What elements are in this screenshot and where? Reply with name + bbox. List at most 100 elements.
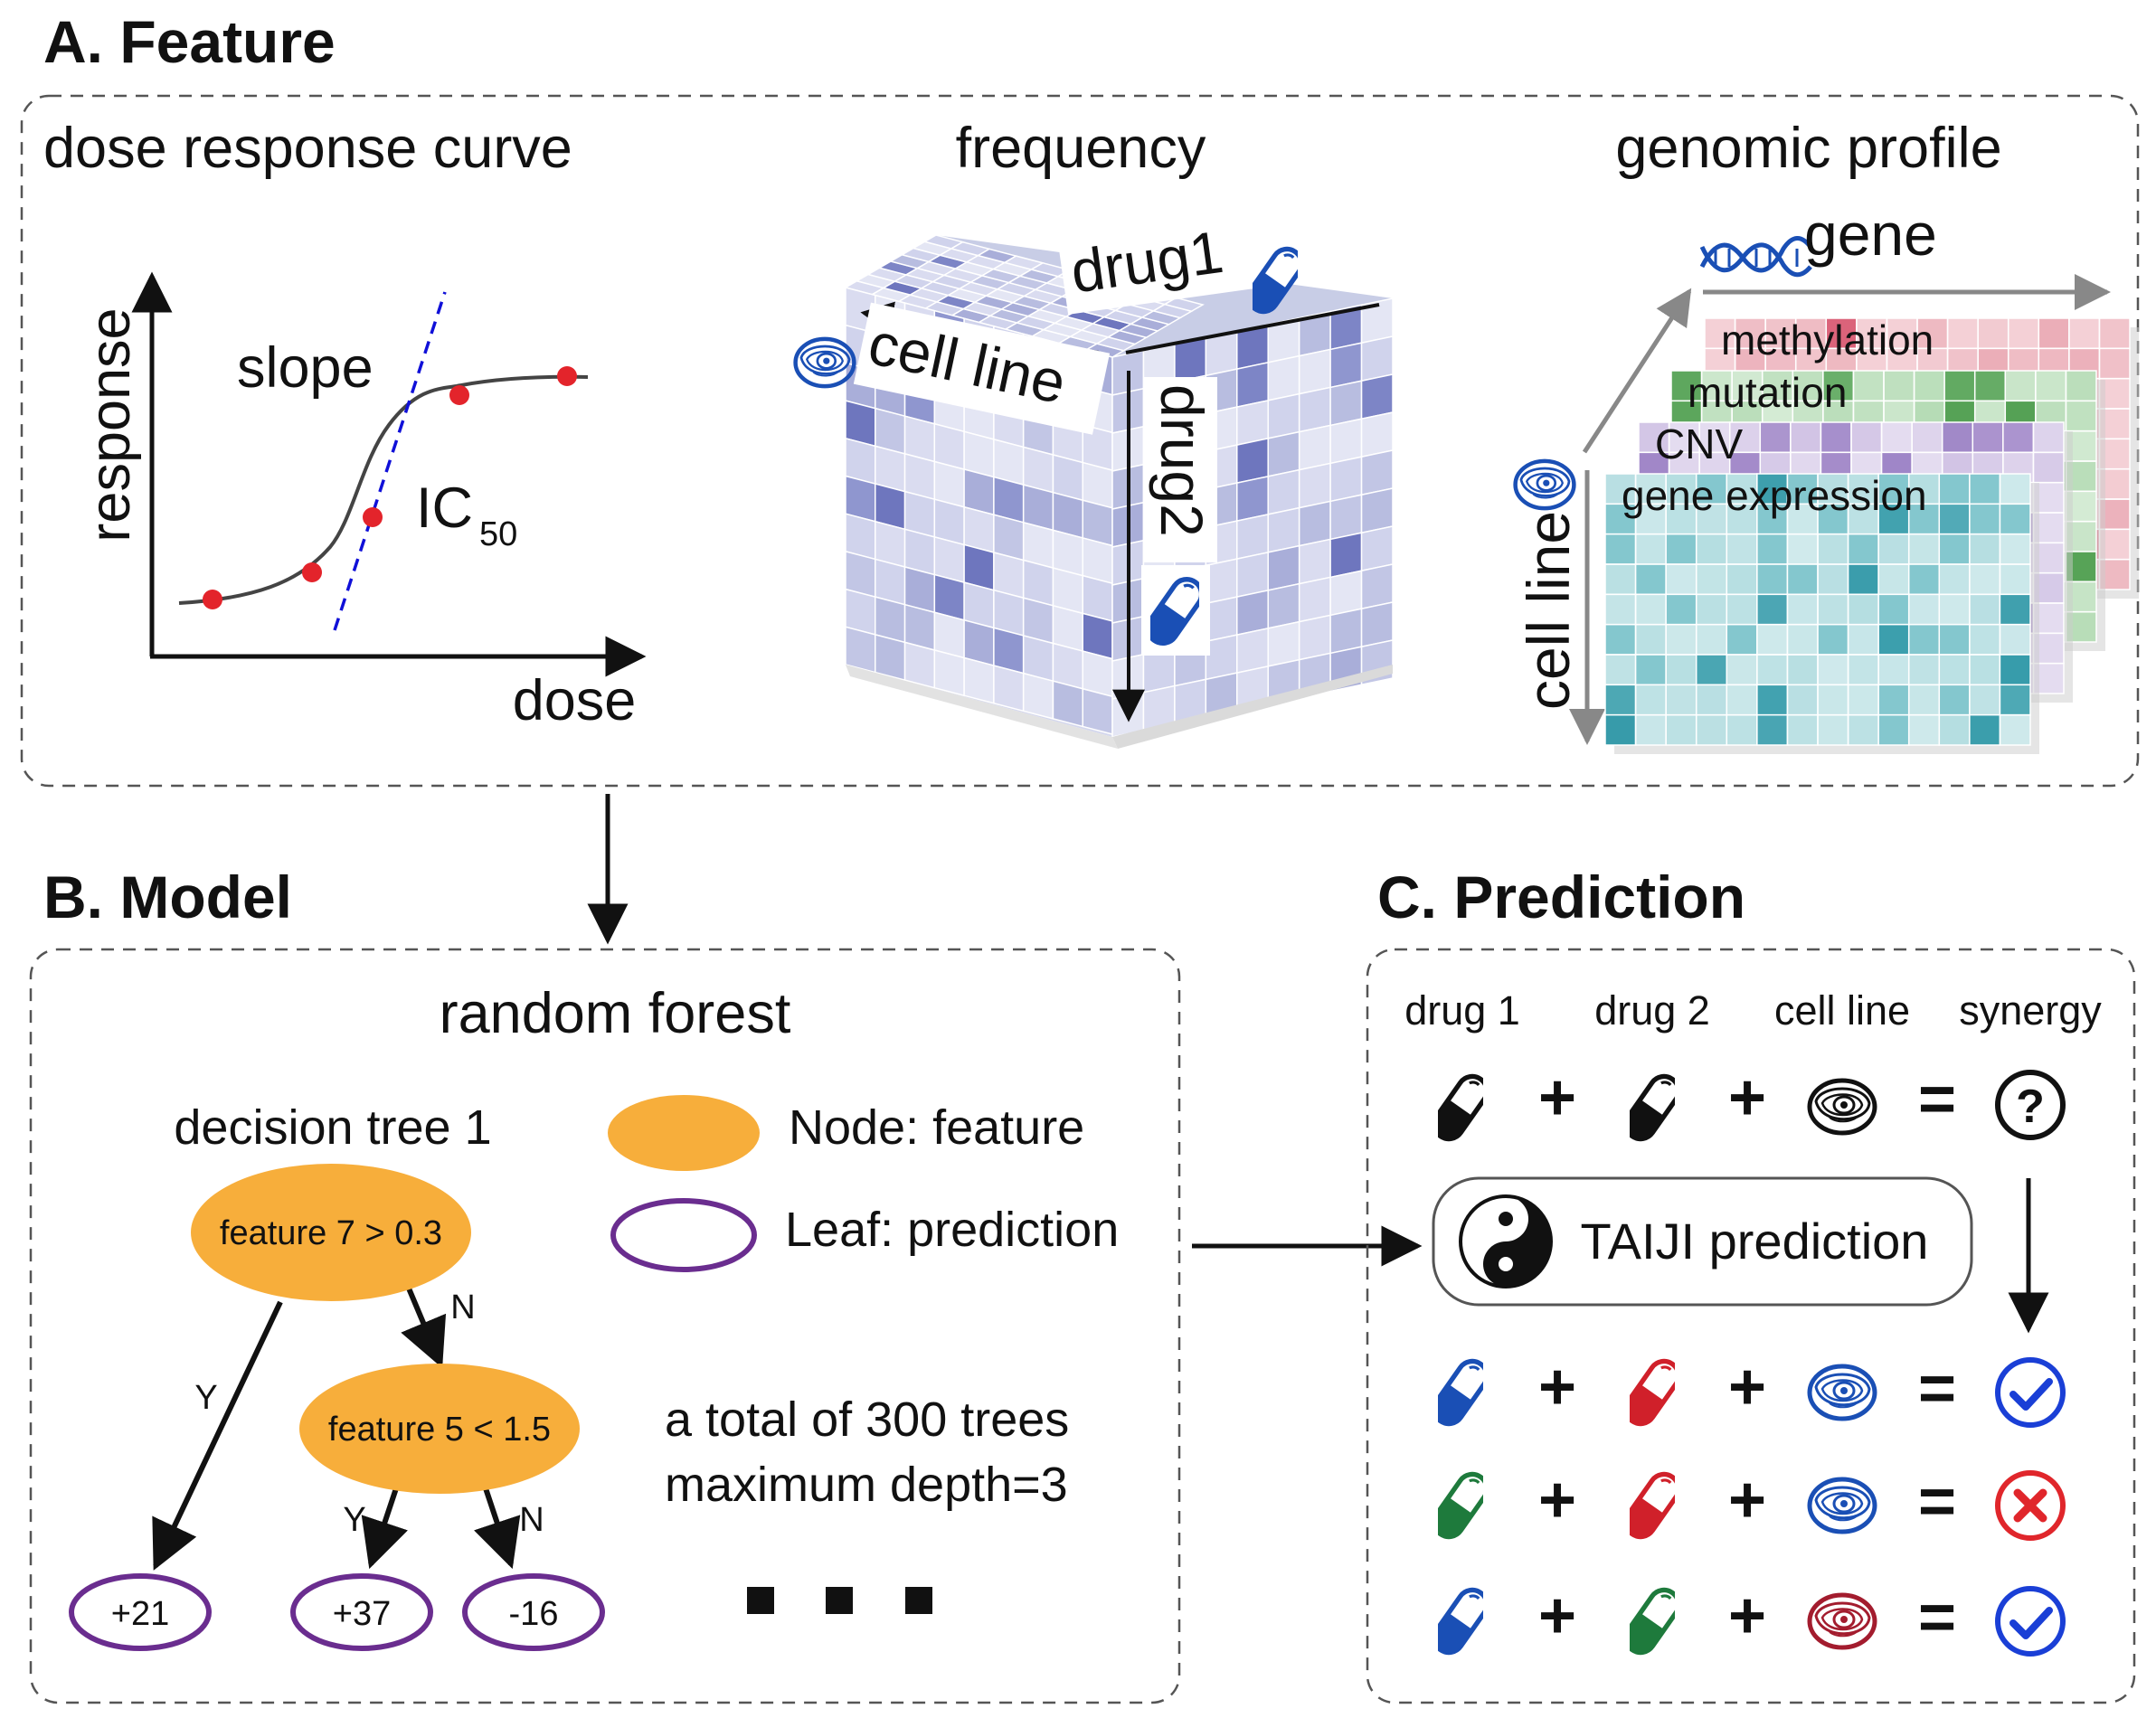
cube-right-cell (1267, 620, 1300, 667)
layer-cell (1634, 654, 1667, 686)
ellipsis-dot (905, 1587, 932, 1614)
layer-label-0: methylation (1721, 316, 1934, 363)
cube-left-cell (903, 641, 936, 689)
layer-cell (1977, 317, 2009, 350)
layer-cell (1999, 593, 2031, 626)
layer-cell (1756, 593, 1789, 626)
tree-node-1-label: feature 7 > 0.3 (220, 1214, 442, 1252)
dose-point (302, 562, 322, 582)
tree-node-2 (299, 1364, 580, 1494)
layer-cell (1726, 473, 1758, 505)
dose-point (557, 366, 577, 386)
yin-yang-icon (1459, 1194, 1553, 1288)
layer-cell (1665, 533, 1697, 565)
result-equals: = (1918, 1581, 1956, 1654)
layer-cell (1907, 503, 1941, 535)
query-drug2-pill-icon (1621, 1071, 1685, 1145)
layer-cell (1726, 713, 1758, 746)
header-synergy: synergy (1959, 987, 2102, 1034)
cube-right-cell (1298, 424, 1331, 471)
layer-cell (1913, 370, 1945, 402)
cube-right-cell (1360, 411, 1394, 458)
cube-right-cell (1329, 418, 1363, 465)
layer-cell (1604, 684, 1637, 716)
cube-left-cell (845, 626, 876, 674)
layer-cell (1907, 593, 1941, 626)
layer-cell (1604, 593, 1637, 626)
layer-cell (1817, 654, 1849, 686)
layer-cell (1604, 623, 1637, 656)
layer-cell (1786, 713, 1819, 746)
layer-cell (2065, 400, 2097, 432)
layer-cell (1604, 713, 1637, 746)
layer-cell (1786, 684, 1819, 716)
layer-cell (1850, 421, 1883, 454)
layer-cell (1877, 503, 1910, 535)
cube-right-cell (1329, 570, 1363, 617)
section-b-frame (29, 948, 1181, 1704)
result-drug1-pill-icon (1429, 1468, 1493, 1543)
layer-cell (1665, 684, 1697, 716)
dose-point (363, 507, 383, 527)
layer-cell (1877, 563, 1910, 596)
result-equals: = (1918, 1353, 1956, 1425)
layer-cell (1877, 654, 1910, 686)
genomic-title: genomic profile (1615, 117, 2001, 180)
layer-cell (1999, 713, 2031, 746)
cube-right-cell (1298, 386, 1331, 433)
layer-cell (1695, 713, 1728, 746)
cube-right-cell (1298, 500, 1331, 547)
cube-left-cell (993, 665, 1025, 713)
dose-x-label: dose (513, 669, 637, 732)
layer-cell (1695, 684, 1728, 716)
layer-cell (1856, 317, 1888, 350)
layer-cell (1665, 563, 1697, 596)
edge-yes-1 (152, 1300, 283, 1571)
dna-icon (1699, 236, 1812, 278)
layer-cell (1634, 713, 1667, 746)
query-equals: = (1918, 1063, 1956, 1136)
result-equals: = (1918, 1466, 1956, 1538)
check-icon (1995, 1586, 2066, 1657)
layer-cell (1665, 713, 1697, 746)
layer-cell (1726, 684, 1758, 716)
layer-cell (1756, 503, 1789, 535)
layer-cell (1938, 533, 1971, 565)
layer-cell (2038, 317, 2070, 350)
cube-right-cell (1267, 582, 1300, 629)
section-c-frame (1366, 948, 2136, 1704)
layer-cell (1847, 713, 1879, 746)
layer-cell (1634, 533, 1667, 565)
cube-drug1-label-group: drug1 (1057, 203, 1310, 315)
layer-cell (1999, 654, 2031, 686)
query-drug1-pill-icon (1429, 1071, 1493, 1145)
layer-cell (1817, 713, 1849, 746)
cube-right-cell (1360, 563, 1394, 610)
layer-cell (1634, 593, 1667, 626)
check-mark (2009, 1378, 2053, 1411)
layer-cell (1938, 654, 1971, 686)
layer-cell (1938, 563, 1971, 596)
layer-cell (1969, 593, 2001, 626)
cube-right-cell (1298, 462, 1331, 509)
layer-cell (1877, 473, 1910, 505)
cube-right-cell (1360, 373, 1394, 420)
genomic-depth-arrow (1582, 288, 1692, 454)
layer-cell (1969, 533, 2001, 565)
tree-leaf-1 (69, 1573, 212, 1651)
layer-cell (1877, 713, 1910, 746)
cube-right-cell (1236, 513, 1269, 561)
layer-cell (1911, 421, 1943, 454)
cube-right-cell (1360, 601, 1394, 648)
layer-cell (1786, 654, 1819, 686)
result-drug1-pill-icon (1429, 1584, 1493, 1658)
layer-cell (1946, 317, 1979, 350)
layer-cell (1820, 421, 1852, 454)
layer-label-2: CNV (1655, 420, 1743, 467)
layer-cell (1999, 473, 2031, 505)
cube-right-arrow (1125, 303, 1380, 354)
frequency-title: frequency (956, 117, 1206, 180)
cube-left-cell (933, 648, 965, 697)
cube-left-cell (1052, 680, 1083, 728)
cube-left-cell (1082, 687, 1113, 735)
